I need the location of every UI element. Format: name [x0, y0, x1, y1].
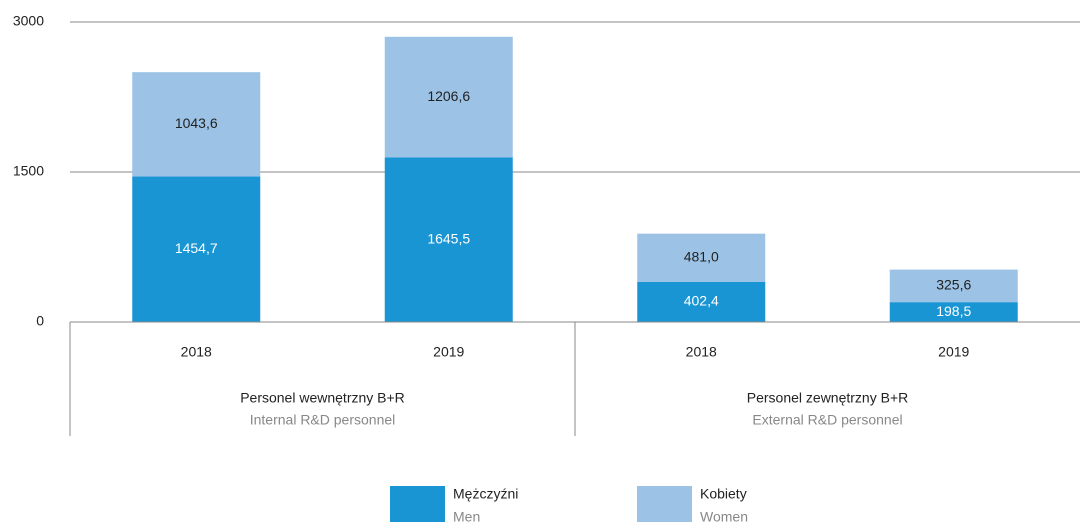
value-label: 325,6: [936, 277, 971, 293]
value-label: 1645,5: [427, 230, 470, 246]
value-label: 1206,6: [427, 88, 470, 104]
bar-segment: [637, 233, 766, 282]
bar-segment: [889, 269, 1018, 303]
value-label: 402,4: [684, 293, 719, 309]
group-sublabel: External R&D personnel: [752, 412, 902, 428]
value-label: 1454,7: [175, 240, 218, 256]
bar-segment: [637, 281, 766, 322]
y-tick-label: 1500: [13, 163, 44, 179]
legend-swatch: [637, 486, 692, 522]
y-tick-label: 0: [36, 313, 44, 329]
bar-segment: [889, 302, 1018, 322]
bar-segment: [384, 36, 513, 158]
bar-segment: [384, 157, 513, 322]
bar-segment: [132, 72, 261, 177]
group-label: Personel wewnętrzny B+R: [240, 390, 405, 406]
value-label: 1043,6: [175, 115, 218, 131]
legend-sublabel: Women: [700, 509, 748, 525]
value-label: 481,0: [684, 248, 719, 264]
legend-label: Mężczyźni: [453, 486, 518, 502]
legend-sublabel: Men: [453, 509, 480, 525]
x-tick-label: 2019: [433, 344, 464, 360]
bar-segment: [132, 176, 261, 322]
y-tick-label: 3000: [13, 13, 44, 29]
group-sublabel: Internal R&D personnel: [250, 412, 396, 428]
legend-label: Kobiety: [700, 486, 747, 502]
x-tick-label: 2018: [686, 344, 717, 360]
x-tick-label: 2018: [181, 344, 212, 360]
legend-swatch: [390, 486, 445, 522]
x-tick-label: 2019: [938, 344, 969, 360]
group-label: Personel zewnętrzny B+R: [747, 390, 908, 406]
value-label: 198,5: [936, 303, 971, 319]
